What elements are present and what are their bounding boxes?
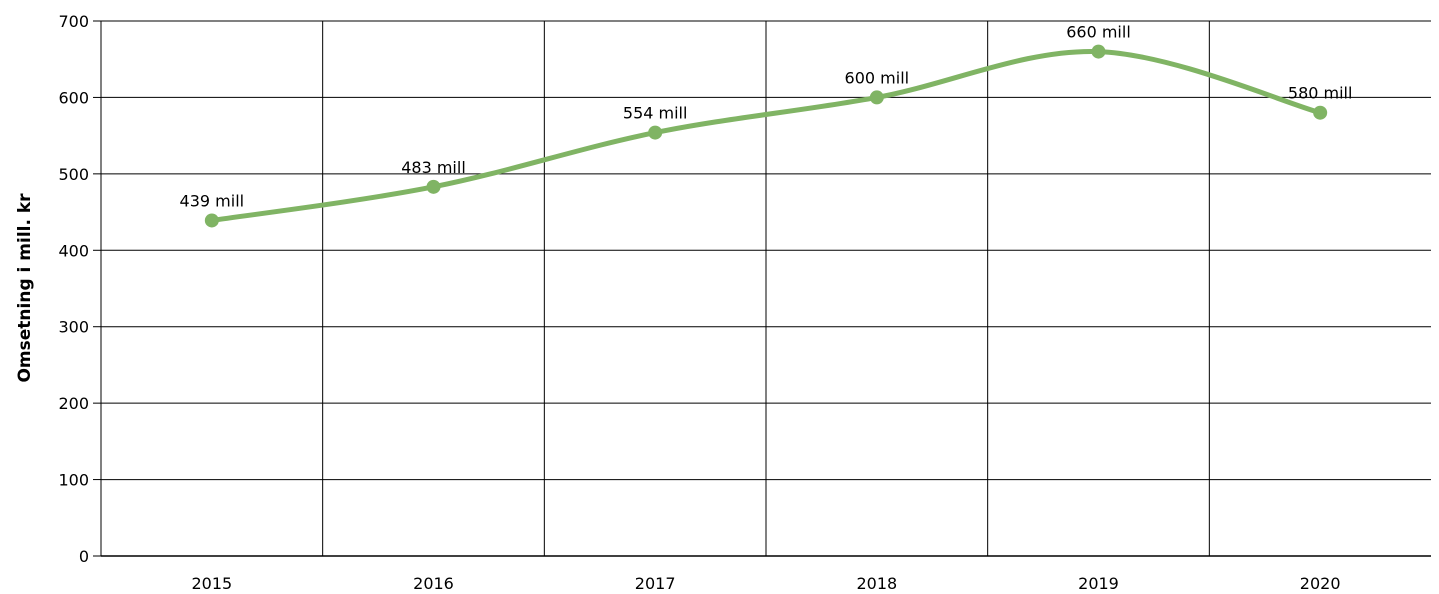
x-tick-labels: 2015 2016 2017 2018 2019 2020: [191, 574, 1340, 593]
data-label: 439 mill: [180, 191, 245, 210]
x-tick-label: 2017: [635, 574, 676, 593]
data-label: 554 mill: [623, 104, 688, 123]
y-tick-label: 700: [58, 12, 89, 31]
data-label: 660 mill: [1066, 23, 1131, 42]
data-label: 600 mill: [845, 68, 910, 87]
grid-lines: [101, 21, 1431, 556]
y-tick-label: 0: [79, 547, 89, 566]
x-tick-label: 2015: [191, 574, 232, 593]
y-tick-label: 400: [58, 241, 89, 260]
data-point-marker: [648, 126, 662, 140]
y-tick-label: 300: [58, 318, 89, 337]
x-tick-label: 2020: [1300, 574, 1341, 593]
data-point-marker: [1313, 106, 1327, 120]
x-tick-label: 2016: [413, 574, 454, 593]
data-point-marker: [205, 213, 219, 227]
data-label: 580 mill: [1288, 84, 1353, 103]
x-tick-label: 2019: [1078, 574, 1119, 593]
data-label: 483 mill: [401, 158, 466, 177]
y-tick-label: 200: [58, 394, 89, 413]
data-point-marker: [870, 90, 884, 104]
data-point-marker: [1092, 45, 1106, 59]
y-tick-label: 500: [58, 165, 89, 184]
axes: [93, 21, 1431, 556]
y-tick-label: 100: [58, 471, 89, 490]
y-axis-title: Omsetning i mill. kr: [15, 193, 35, 383]
y-tick-labels: 0 100 200 300 400 500 600 700: [58, 12, 89, 566]
data-point-marker: [427, 180, 441, 194]
x-tick-label: 2018: [856, 574, 897, 593]
y-tick-label: 600: [58, 88, 89, 107]
